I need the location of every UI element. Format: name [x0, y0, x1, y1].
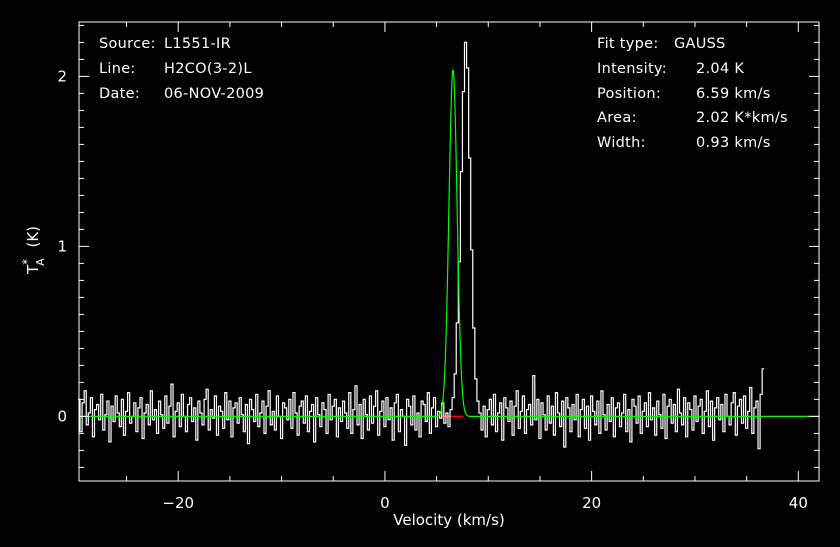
gaussian-fit-layer [79, 69, 819, 417]
fit-type-value: GAUSS [674, 36, 726, 52]
y-tick-label: 1 [57, 237, 67, 255]
y-tick-label: 0 [57, 407, 67, 425]
y-tick-label: 2 [57, 67, 67, 85]
spectrum-histogram [77, 41, 765, 450]
position-label: Position: [597, 86, 662, 102]
axes-layer: −20 0 20 40 0 1 2 Velocity (km/s) T*A (K) [20, 21, 820, 529]
width-value: 0.93 km/s [696, 135, 771, 151]
x-tick-label: 40 [789, 494, 808, 512]
line-label: Line: [99, 61, 136, 77]
source-value: L1551-IR [164, 36, 231, 52]
fit-type-label: Fit type: [597, 36, 659, 52]
area-value: 2.02 K*km/s [696, 110, 788, 126]
intensity-label: Intensity: [597, 61, 667, 77]
x-axis-label: Velocity (km/s) [393, 511, 504, 529]
x-tick-label: −20 [162, 494, 194, 512]
gaussian-fit-curve [79, 69, 819, 417]
source-label: Source: [99, 36, 156, 52]
spectrum-layer [77, 41, 765, 450]
date-label: Date: [99, 86, 141, 102]
intensity-value: 2.04 K [696, 61, 745, 77]
plot-frame [78, 21, 820, 482]
x-tick-label: 0 [380, 494, 390, 512]
area-label: Area: [597, 110, 637, 126]
width-label: Width: [597, 135, 646, 151]
line-value: H2CO(3-2)L [164, 61, 252, 77]
date-value: 06-NOV-2009 [164, 86, 265, 102]
position-value: 6.59 km/s [696, 86, 771, 102]
x-tick-label: 20 [582, 494, 601, 512]
y-axis-label: T*A (K) [20, 226, 47, 275]
